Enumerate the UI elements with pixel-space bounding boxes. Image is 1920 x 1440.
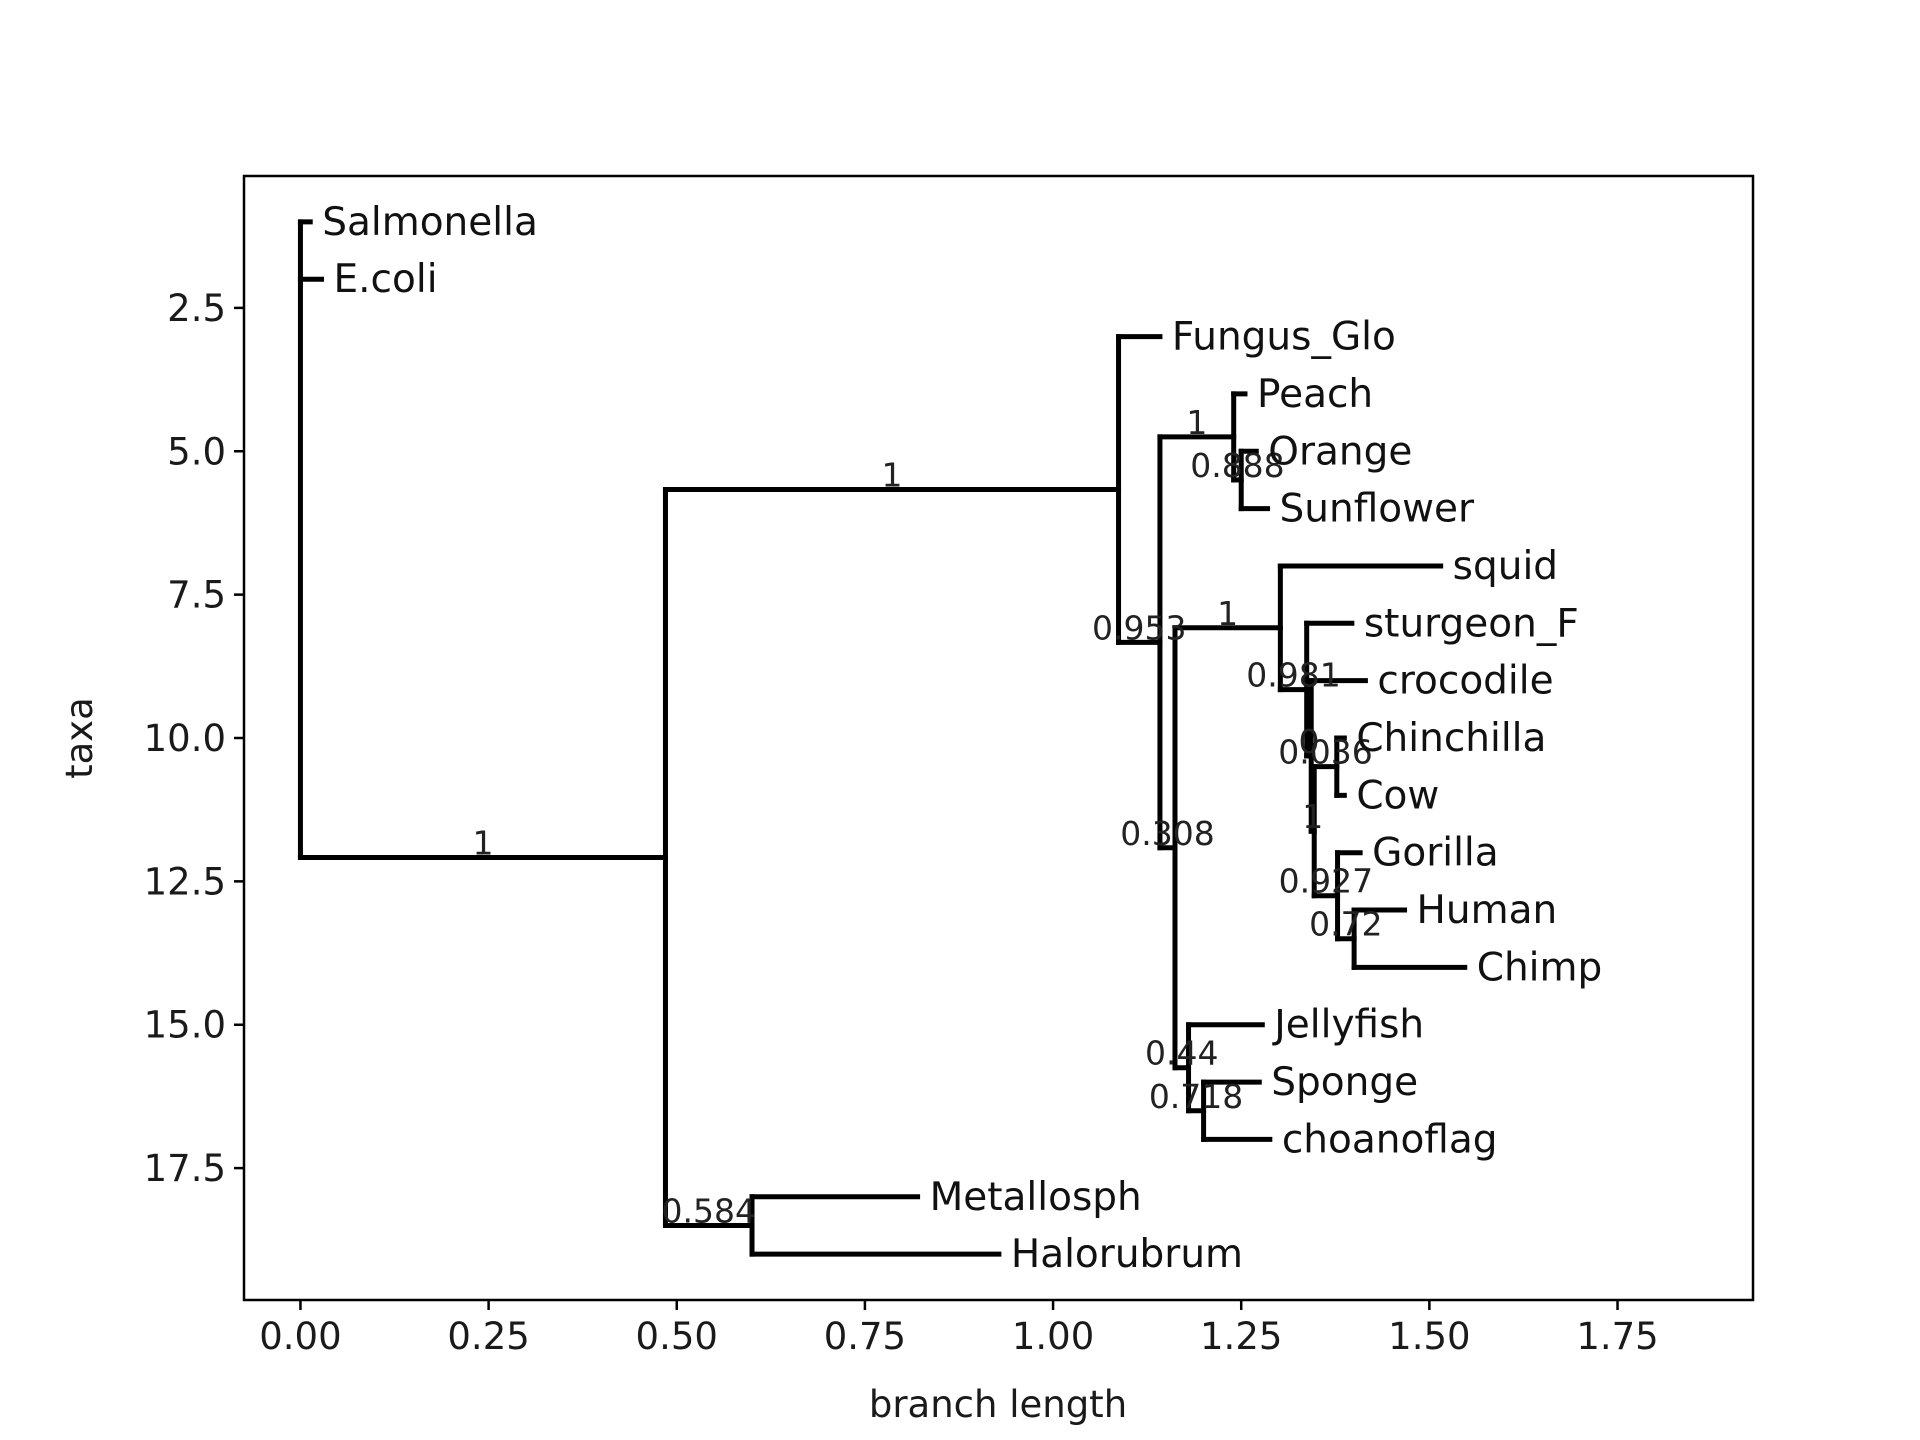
support-labels: 110.95310.8880.30810.981010.0360.9270.72…: [472, 403, 1382, 1231]
x-tick-label: 1.50: [1388, 1315, 1470, 1358]
leaf-label-Human: Human: [1417, 888, 1558, 933]
support-label-n_amn: 0: [1298, 722, 1319, 761]
y-tick-label: 5.0: [167, 430, 226, 473]
leaf-label-Gorilla: Gorilla: [1372, 831, 1499, 876]
leaf-label-Sponge: Sponge: [1271, 1060, 1418, 1105]
leaf-label-Halorubrum: Halorubrum: [1011, 1232, 1243, 1277]
leaf-label-squid: squid: [1453, 544, 1558, 589]
leaf-label-Cow: Cow: [1356, 773, 1439, 818]
support-label-n_cc: 0.036: [1278, 733, 1372, 772]
support-label-n_euk: 1: [882, 455, 903, 494]
support-label-n_big: 1: [472, 823, 493, 862]
x-tick-label: 1.00: [1012, 1315, 1094, 1358]
x-axis-label: branch length: [869, 1383, 1127, 1426]
support-label-n_sc: 0.718: [1149, 1077, 1243, 1116]
leaf-label-choanoflag: choanoflag: [1282, 1117, 1498, 1162]
y-tick-label: 7.5: [167, 574, 226, 617]
y-tick-label: 2.5: [167, 287, 226, 330]
leaf-label-Fungus_Glo: Fungus_Glo: [1172, 315, 1396, 360]
leaf-label-Sunflower: Sunflower: [1280, 487, 1476, 532]
support-label-n_hc: 0.72: [1309, 905, 1382, 944]
x-tick-label: 0.50: [636, 1315, 718, 1358]
leaf-label-crocodile: crocodile: [1377, 659, 1553, 704]
support-label-n_bil: 1: [1217, 594, 1238, 633]
support-label-n_an: 0.308: [1120, 814, 1214, 853]
leaf-label-Orange: Orange: [1268, 429, 1412, 474]
support-label-n_pl: 1: [1186, 403, 1207, 442]
support-label-n_arch: 0.584: [661, 1191, 755, 1230]
x-tick-label: 1.25: [1200, 1315, 1282, 1358]
x-axis: 0.00 0.25 0.50 0.75 1.00 1.25 1.50 1.75: [259, 1300, 1659, 1358]
leaf-label-E.coli: E.coli: [334, 257, 438, 302]
support-label-n_9: 0.953: [1092, 608, 1186, 647]
y-tick-label: 17.5: [144, 1147, 226, 1190]
tree-branches: [297, 219, 1468, 1257]
y-tick-label: 12.5: [144, 860, 226, 903]
leaf-label-Jellyfish: Jellyfish: [1271, 1003, 1424, 1048]
support-label-n_ver: 0.981: [1246, 656, 1340, 695]
support-label-n_pri: 0.927: [1279, 862, 1373, 901]
leaf-labels: Salmonella E.coli Fungus_Glo Peach Orange Sun…: [322, 200, 1602, 1277]
leaf-label-Chimp: Chimp: [1477, 945, 1603, 990]
support-label-n_mam: 1: [1302, 797, 1323, 836]
support-label-n_bas: 0.44: [1145, 1034, 1218, 1073]
y-axis-label: taxa: [58, 697, 101, 779]
leaf-label-sturgeon_F: sturgeon_F: [1364, 601, 1579, 646]
leaf-label-Chinchilla: Chinchilla: [1356, 716, 1546, 761]
y-tick-label: 10.0: [144, 717, 226, 760]
x-tick-label: 1.75: [1576, 1315, 1658, 1358]
y-tick-label: 15.0: [144, 1004, 226, 1047]
leaf-label-Metallosph: Metallosph: [930, 1175, 1142, 1220]
support-label-n_os: 0.888: [1190, 446, 1284, 485]
leaf-label-Salmonella: Salmonella: [322, 200, 538, 245]
x-tick-label: 0.00: [259, 1315, 341, 1358]
x-tick-label: 0.25: [447, 1315, 529, 1358]
y-axis: 2.5 5.0 7.5 10.0 12.5 15.0 17.5: [144, 287, 244, 1190]
leaf-label-Peach: Peach: [1257, 372, 1373, 417]
x-tick-label: 0.75: [824, 1315, 906, 1358]
